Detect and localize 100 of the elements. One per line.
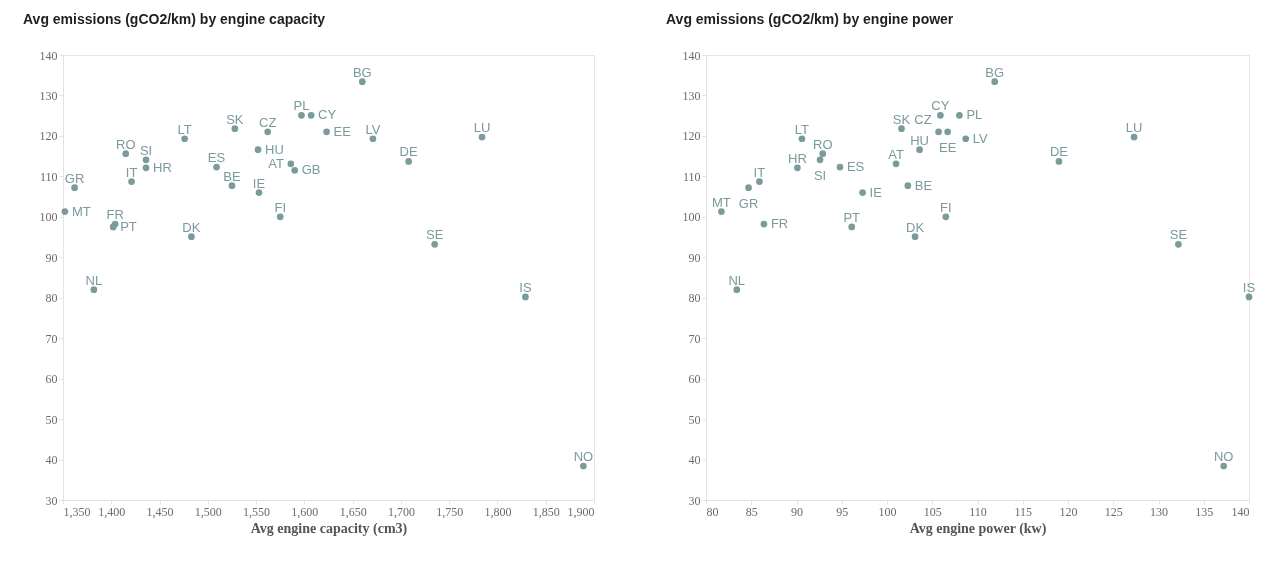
annotation: NO [573, 449, 594, 465]
x-axis-title: Avg engine capacity (cm3) [250, 520, 408, 537]
y-tick-label: 80 [45, 291, 58, 306]
point [937, 111, 944, 119]
x-tick-label: 85 [745, 504, 758, 519]
point [405, 158, 412, 165]
point [760, 220, 768, 228]
x-tick-label: 90 [791, 504, 803, 519]
point [836, 163, 844, 171]
annotation: SI [813, 167, 827, 183]
annotation: RO [812, 136, 833, 152]
y-tick-label: 110 [39, 169, 58, 184]
y-tick-label: 140 [39, 48, 58, 63]
point [122, 150, 130, 158]
x-tick-label: 1,900 [567, 504, 595, 519]
annotation: IT [125, 164, 138, 180]
annotation: LV [365, 121, 381, 137]
point [1245, 293, 1253, 301]
point [522, 293, 529, 301]
point [718, 208, 725, 215]
point [942, 213, 950, 221]
point [956, 111, 963, 119]
x-tick-label: 135 [1195, 504, 1214, 519]
point [892, 160, 900, 168]
y-tick-label: 30 [688, 493, 701, 508]
point [962, 135, 970, 143]
y-tick-label: 70 [688, 331, 701, 346]
y-tick-label: 80 [688, 291, 701, 306]
annotation: IS [1242, 279, 1256, 295]
point [228, 182, 236, 190]
y-tick-label: 90 [688, 250, 701, 265]
annotation: SK [226, 111, 244, 127]
annotation: SE [1169, 227, 1188, 243]
y-tick-label: 130 [39, 88, 58, 103]
point [819, 150, 827, 158]
x-tick-label: 100 [878, 504, 897, 519]
annotation: GB [301, 162, 321, 178]
x-axis-title: Avg engine power (kw) [909, 520, 1047, 537]
x-tick-label: 110 [969, 504, 987, 519]
point [431, 240, 439, 248]
x-tick-label: 115 [1014, 504, 1033, 519]
chart-title: Avg emissions (gCO2/km) by engine capacity [23, 11, 326, 27]
point [848, 223, 856, 231]
point [276, 213, 284, 221]
annotation: IE [252, 175, 266, 191]
x-tick-label: 125 [1104, 504, 1123, 519]
x-tick-label: 1,600 [291, 504, 319, 519]
point [255, 189, 263, 196]
y-tick-label: 50 [688, 412, 701, 427]
y-tick-label: 50 [45, 412, 58, 427]
annotation: GR [738, 195, 759, 211]
annotation: HU [910, 132, 929, 148]
annotation: IT [753, 164, 766, 180]
y-tick-label: 60 [688, 372, 701, 387]
x-tick-label: 1,650 [339, 504, 367, 519]
annotation: LT [794, 121, 810, 137]
y-tick-label: 30 [45, 493, 58, 508]
y-tick-label: 100 [682, 210, 701, 225]
point [323, 128, 330, 136]
annotation: ES [207, 150, 226, 166]
annotation: HR [153, 159, 172, 175]
point [1055, 158, 1063, 165]
annotation: LU [1125, 120, 1143, 136]
point [1175, 240, 1182, 248]
y-tick-label: 140 [682, 48, 701, 63]
x-tick-label: 1,500 [194, 504, 222, 519]
point [911, 233, 919, 240]
point [733, 286, 741, 293]
annotation: BE [914, 177, 933, 193]
point [898, 125, 905, 132]
annotation: BG [352, 64, 372, 80]
point [580, 462, 587, 470]
y-tick-label: 100 [39, 210, 58, 225]
annotation: SI [139, 142, 153, 158]
point [358, 78, 366, 86]
annotation: DE [1049, 144, 1069, 160]
x-tick-label: 1,850 [532, 504, 560, 519]
point [756, 178, 763, 185]
annotation: SK [892, 111, 911, 127]
annotation: LT [177, 121, 192, 137]
annotation: NO [1213, 449, 1234, 465]
x-tick-label: 1,400 [98, 504, 126, 519]
annotation: LU [473, 120, 491, 136]
annotation: DK [906, 219, 925, 235]
point [254, 146, 262, 154]
point [1220, 462, 1228, 470]
x-tick-label: 1,350 [63, 504, 91, 519]
annotation: PL [293, 98, 310, 114]
point [798, 135, 806, 143]
annotation: NL [728, 272, 746, 288]
point [264, 128, 272, 136]
annotation: AT [888, 146, 904, 162]
point [188, 233, 195, 240]
annotation: FI [940, 199, 952, 215]
y-tick-label: 70 [45, 331, 58, 346]
point [916, 146, 923, 154]
x-tick-label: 140 [1231, 504, 1250, 519]
point [859, 189, 866, 196]
annotation: LV [972, 130, 988, 146]
annotation: MT [71, 203, 91, 219]
